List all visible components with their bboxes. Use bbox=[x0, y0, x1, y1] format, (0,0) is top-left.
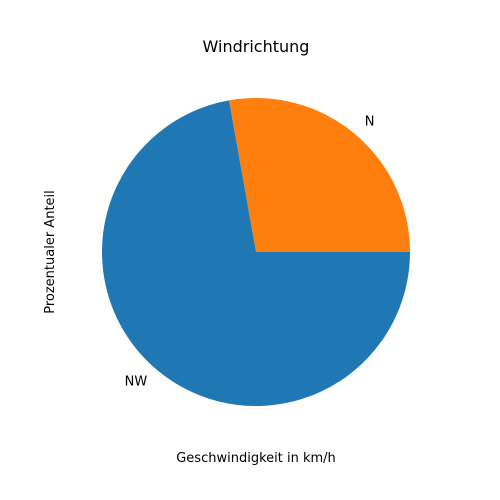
x-axis-label: Geschwindigkeit in km/h bbox=[176, 451, 336, 466]
chart-title: Windrichtung bbox=[203, 37, 310, 56]
y-axis-label: Prozentualer Anteil bbox=[43, 190, 58, 314]
pie-label-n: N bbox=[365, 115, 375, 130]
pie-label-nw: NW bbox=[125, 374, 148, 389]
pie-slice-n bbox=[229, 98, 410, 252]
pie-slices bbox=[102, 98, 410, 406]
